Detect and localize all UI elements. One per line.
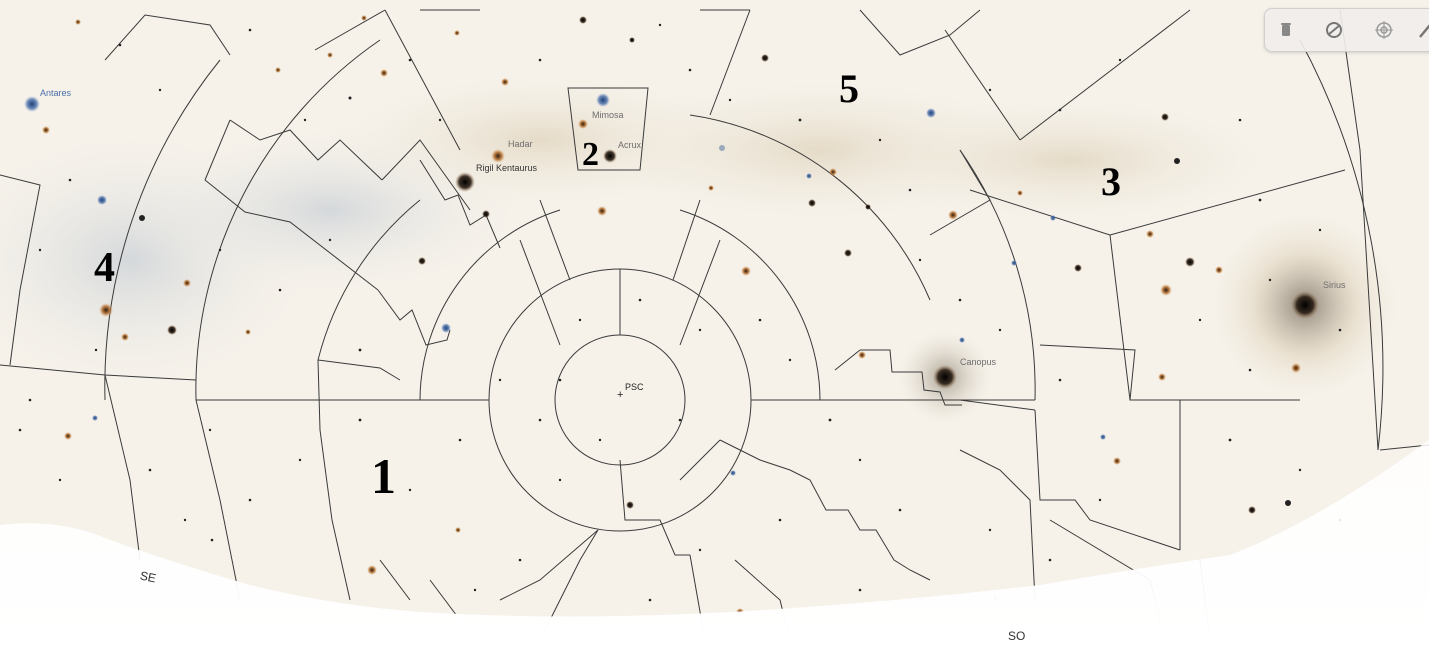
- star-label-mimosa: Mimosa: [592, 110, 624, 120]
- horizon-ground: [0, 440, 1429, 646]
- target-icon[interactable]: [1373, 19, 1395, 41]
- region-label-2: 2: [582, 136, 599, 173]
- star-mimosa: [596, 93, 610, 107]
- trash-icon[interactable]: [1275, 19, 1297, 41]
- constellation-boundaries: [0, 9, 1429, 641]
- no-view-icon[interactable]: [1323, 19, 1345, 41]
- pencil-icon[interactable]: [1415, 19, 1429, 41]
- star-acrux: [603, 149, 617, 163]
- star-rigil-kentaurus: [455, 172, 475, 192]
- pole-marker-icon: +: [617, 389, 624, 401]
- compass-label-so: SO: [1008, 629, 1026, 643]
- region-label-3: 3: [1101, 159, 1121, 204]
- compass-label-se: SE: [138, 568, 158, 586]
- star-label-rigil-kentaurus: Rigil Kentaurus: [476, 163, 538, 173]
- star-hadar: [491, 149, 505, 163]
- region-label-1: 1: [371, 448, 396, 504]
- star-label-sirius: Sirius: [1323, 280, 1346, 290]
- star-label-hadar: Hadar: [508, 139, 533, 149]
- region-label-5: 5: [839, 66, 859, 111]
- star-canopus: [933, 365, 957, 389]
- star-label-canopus: Canopus: [960, 357, 997, 367]
- pole-label: PSC: [625, 382, 644, 392]
- region-label-4: 4: [94, 245, 115, 291]
- star-sirius: [1291, 291, 1319, 319]
- star-label-acrux: Acrux: [618, 140, 642, 150]
- star-antares: [24, 96, 40, 112]
- star-label-antares: Antares: [40, 88, 72, 98]
- map-toolbar: [1264, 8, 1429, 52]
